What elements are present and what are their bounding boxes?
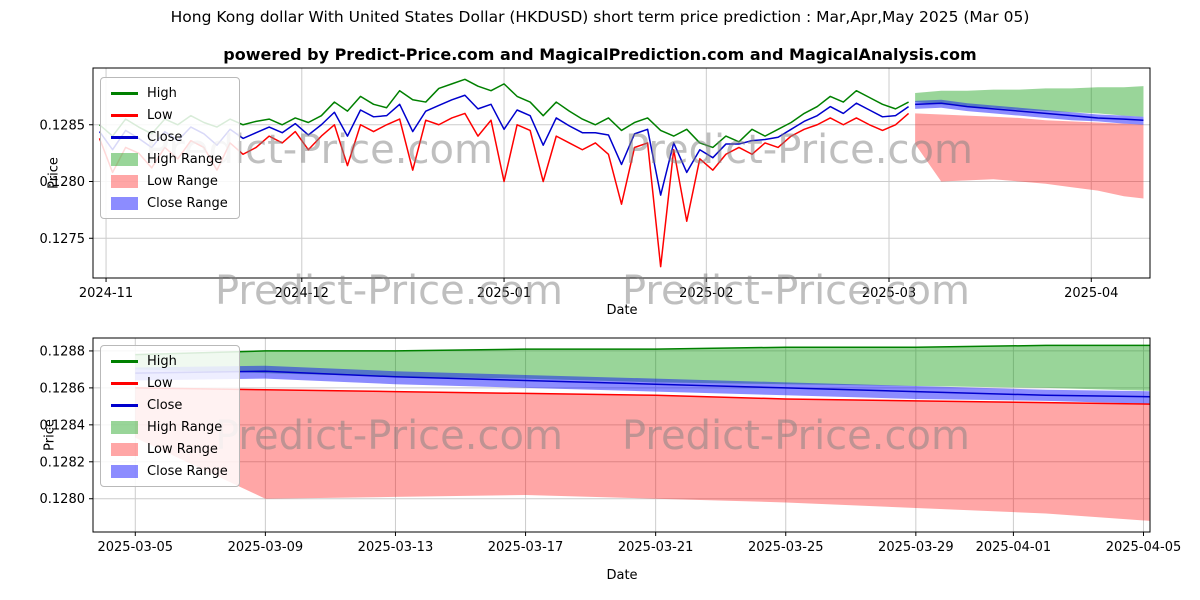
legend-label: Low Range <box>147 173 218 189</box>
close-line-swatch <box>111 135 138 139</box>
x-tick-label: 2025-03-13 <box>358 540 434 555</box>
x-tick-label: 2025-03-29 <box>878 540 954 555</box>
y-tick-label: 0.1284 <box>40 418 86 433</box>
main-y-axis-label: Price <box>46 157 62 189</box>
high-range-swatch <box>111 420 138 434</box>
legend-label: Close Range <box>147 195 228 211</box>
low-range-band <box>915 113 1144 199</box>
x-tick-label: 2025-04-01 <box>976 540 1052 555</box>
legend-main-chart: High Low Close High Range Low Range Clos… <box>100 77 240 219</box>
chart-subtitle: powered by Predict-Price.com and Magical… <box>223 45 977 64</box>
high-line-swatch <box>111 359 138 363</box>
close-prediction-line <box>915 102 1144 121</box>
legend-zoom-chart: High Low Close High Range Low Range Clos… <box>100 345 240 487</box>
x-tick-label: 2025-03-05 <box>97 540 173 555</box>
close-line-swatch <box>111 403 138 407</box>
plot-border <box>92 337 1151 533</box>
legend-entry-high: High <box>111 85 229 101</box>
close-range-swatch <box>111 196 138 210</box>
legend-entry-low-range: Low Range <box>111 441 229 457</box>
legend-label: High Range <box>147 151 223 167</box>
x-tick-label: 2025-03 <box>862 286 916 301</box>
legend-entry-low: Low <box>111 375 229 391</box>
high-range-band <box>135 345 1150 391</box>
low-range-swatch <box>111 174 138 188</box>
x-tick-label: 2025-04-05 <box>1106 540 1182 555</box>
legend-label: Low <box>147 107 173 123</box>
legend-label: Close <box>147 397 183 413</box>
low-range-swatch <box>111 442 138 456</box>
y-tick-label: 0.1280 <box>40 492 86 507</box>
low-line-swatch <box>111 113 138 117</box>
zoom-chart: 2025-03-05 2025-03-09 2025-03-13 2025-03-17… <box>40 337 1182 555</box>
low-range-band <box>135 387 1150 521</box>
close-range-swatch <box>111 464 138 478</box>
y-tick-label: 0.1285 <box>40 118 86 133</box>
legend-label: High <box>147 353 177 369</box>
x-tick-label: 2024-12 <box>275 286 329 301</box>
x-tick-label: 2024-11 <box>79 286 133 301</box>
high-range-band <box>915 86 1144 117</box>
y-tick-label: 0.1275 <box>40 232 86 247</box>
legend-label: Close <box>147 129 183 145</box>
legend-entry-high-range: High Range <box>111 419 229 435</box>
low-line-swatch <box>111 381 138 385</box>
x-tick-label: 2025-01 <box>477 286 531 301</box>
zoom-y-axis-label: Price <box>42 419 58 451</box>
x-tick-label: 2025-03-09 <box>228 540 304 555</box>
chart-title: Hong Kong dollar With United States Doll… <box>170 8 1030 26</box>
y-tick-label: 0.1282 <box>40 455 86 470</box>
legend-label: High <box>147 85 177 101</box>
y-tick-label: 0.1286 <box>40 381 86 396</box>
y-tick-label: 0.1280 <box>40 175 86 190</box>
plot-border <box>92 67 1151 279</box>
x-tick-label: 2025-02 <box>679 286 733 301</box>
legend-entry-close-range: Close Range <box>111 463 229 479</box>
close-line <box>135 370 1150 398</box>
legend-entry-close-range: Close Range <box>111 195 229 211</box>
legend-label: High Range <box>147 419 223 435</box>
main-x-axis-label: Date <box>606 303 638 318</box>
x-tick-label: 2025-03-21 <box>618 540 694 555</box>
x-tick-label: 2025-03-17 <box>488 540 564 555</box>
legend-entry-close: Close <box>111 129 229 145</box>
zoom-x-axis-label: Date <box>606 568 638 583</box>
x-tick-label: 2025-04 <box>1064 286 1118 301</box>
y-tick-label: 0.1288 <box>40 344 86 359</box>
legend-entry-high-range: High Range <box>111 151 229 167</box>
main-chart: 2024-11 2024-12 2025-01 2025-02 2025-03 2025-… <box>40 67 1151 301</box>
legend-entry-low: Low <box>111 107 229 123</box>
legend-entry-low-range: Low Range <box>111 173 229 189</box>
legend-entry-high: High <box>111 353 229 369</box>
legend-label: Close Range <box>147 463 228 479</box>
legend-entry-close: Close <box>111 397 229 413</box>
legend-label: Low <box>147 375 173 391</box>
legend-label: Low Range <box>147 441 218 457</box>
x-tick-label: 2025-03-25 <box>748 540 824 555</box>
low-line <box>135 387 1150 405</box>
close-range-band <box>135 365 1150 404</box>
high-range-swatch <box>111 152 138 166</box>
high-line-swatch <box>111 91 138 95</box>
high-line <box>135 344 1150 356</box>
